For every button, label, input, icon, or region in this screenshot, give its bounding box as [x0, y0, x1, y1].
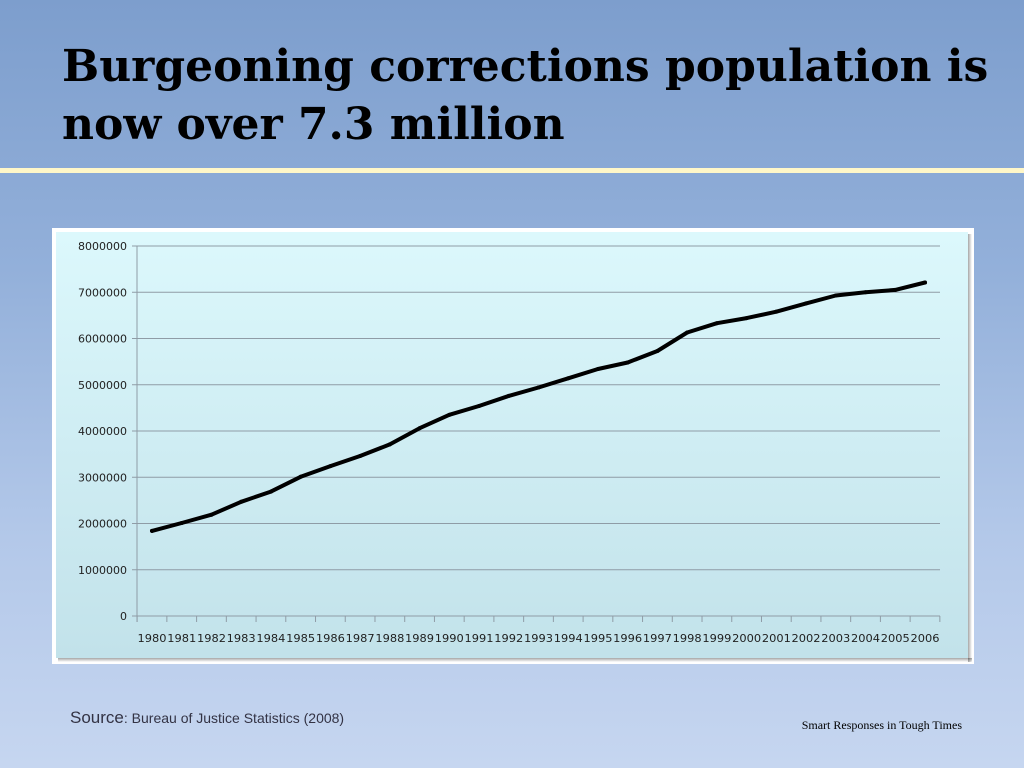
x-tick-label: 1990 — [435, 633, 464, 645]
y-tick-label: 3000000 — [78, 471, 127, 484]
plot-area-background — [56, 232, 968, 658]
data-point — [625, 360, 630, 365]
x-tick-label: 2005 — [881, 633, 910, 645]
x-tick-label: 2003 — [821, 633, 850, 645]
x-tick-label: 1983 — [227, 633, 256, 645]
y-tick-label: 7000000 — [78, 286, 127, 299]
y-tick-label: 8000000 — [78, 240, 127, 253]
data-point — [714, 321, 719, 326]
y-tick-label: 1000000 — [78, 564, 127, 577]
source-citation: Source: Bureau of Justice Statistics (20… — [70, 708, 344, 728]
plot-shadow-right — [968, 234, 972, 662]
data-point — [298, 474, 303, 479]
chart-frame: 0 1000000 2000000 3000000 4000000 5000000 6000… — [52, 228, 974, 664]
data-point — [417, 426, 422, 431]
data-point — [358, 453, 363, 458]
x-tick-label: 2006 — [911, 633, 940, 645]
y-tick-label: 4000000 — [78, 425, 127, 438]
x-tick-label: 2000 — [732, 633, 761, 645]
y-tick-label: 6000000 — [78, 333, 127, 346]
y-tick-label: 2000000 — [78, 518, 127, 531]
title-divider — [0, 168, 1024, 173]
x-tick-label: 1993 — [524, 633, 553, 645]
data-point — [774, 309, 779, 314]
x-tick-label: 2004 — [851, 633, 880, 645]
x-tick-label: 1999 — [702, 633, 731, 645]
x-tick-label: 1985 — [286, 633, 315, 645]
line-chart: 0 1000000 2000000 3000000 4000000 5000000 6000… — [56, 232, 972, 662]
plot-shadow-bottom — [58, 658, 972, 662]
slide-title: Burgeoning corrections population is now… — [62, 41, 989, 150]
data-point — [923, 280, 927, 285]
x-tick-label: 1981 — [167, 633, 196, 645]
data-point — [655, 348, 660, 353]
footer-text: Smart Responses in Tough Times — [801, 718, 962, 732]
x-tick-label: 1982 — [197, 633, 226, 645]
x-tick-label: 1996 — [613, 633, 642, 645]
data-point — [239, 499, 244, 504]
data-point — [268, 489, 273, 494]
data-point — [179, 521, 184, 526]
data-point — [804, 301, 809, 306]
x-tick-label: 1991 — [465, 633, 494, 645]
data-point — [685, 330, 690, 335]
data-point — [744, 316, 749, 321]
data-point — [328, 464, 333, 469]
data-point — [893, 287, 898, 292]
y-tick-label: 5000000 — [78, 379, 127, 392]
x-tick-label: 1995 — [583, 633, 612, 645]
x-tick-label: 2001 — [762, 633, 791, 645]
data-point — [566, 376, 571, 381]
x-tick-label: 1997 — [643, 633, 672, 645]
x-tick-label: 1998 — [673, 633, 702, 645]
x-tick-label: 1988 — [375, 633, 404, 645]
data-point — [506, 393, 511, 398]
data-point — [150, 528, 154, 533]
x-tick-label: 1992 — [494, 633, 523, 645]
x-tick-label: 1980 — [138, 633, 167, 645]
x-tick-label: 1994 — [554, 633, 583, 645]
x-tick-label: 2002 — [792, 633, 821, 645]
data-point — [833, 293, 838, 298]
x-tick-label: 1989 — [405, 633, 434, 645]
data-point — [209, 512, 214, 517]
data-point — [595, 367, 600, 372]
data-point — [536, 385, 541, 390]
y-tick-label: 0 — [120, 610, 127, 623]
data-point — [447, 412, 452, 417]
x-tick-label: 1987 — [346, 633, 375, 645]
source-label: Source — [70, 708, 124, 727]
data-point — [477, 404, 482, 409]
x-tick-label: 1986 — [316, 633, 345, 645]
data-point — [387, 442, 392, 447]
x-tick-label: 1984 — [256, 633, 285, 645]
source-text: : Bureau of Justice Statistics (2008) — [123, 710, 345, 726]
data-point — [863, 290, 868, 295]
